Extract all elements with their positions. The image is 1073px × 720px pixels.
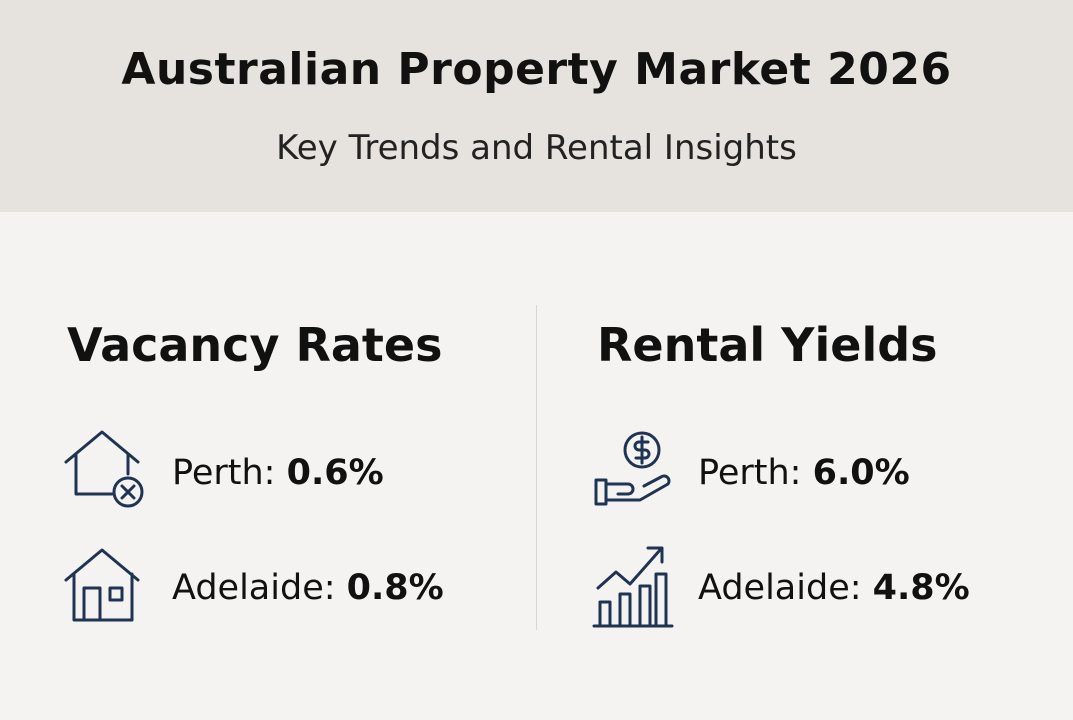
stat-value: 6.0% [812, 453, 910, 493]
stat-label: Perth: [698, 453, 802, 493]
money-hand-icon [594, 431, 671, 506]
stat-value: 4.8% [872, 568, 970, 608]
stat-item: Perth: 6.0% [698, 453, 910, 493]
stat-label: Adelaide: [172, 568, 336, 608]
section-heading: Rental Yields [597, 318, 938, 372]
growth-icon [592, 546, 674, 628]
stat-item: Adelaide: 0.8% [172, 568, 444, 608]
stat-item: Adelaide: 4.8% [698, 568, 970, 608]
stat-label: Adelaide: [698, 568, 862, 608]
section-heading: Vacancy Rates [67, 318, 443, 372]
divider [536, 305, 537, 630]
stat-label: Perth: [172, 453, 276, 493]
title: Australian Property Market 2026 [121, 44, 952, 95]
header: Australian Property Market 2026 Key Tren… [0, 0, 1073, 212]
subtitle: Key Trends and Rental Insights [276, 128, 797, 168]
house-icon [64, 548, 140, 622]
stat-item: Perth: 0.6% [172, 453, 384, 493]
stat-value: 0.6% [286, 453, 384, 493]
house-x-icon [64, 430, 144, 508]
stat-value: 0.8% [346, 568, 444, 608]
